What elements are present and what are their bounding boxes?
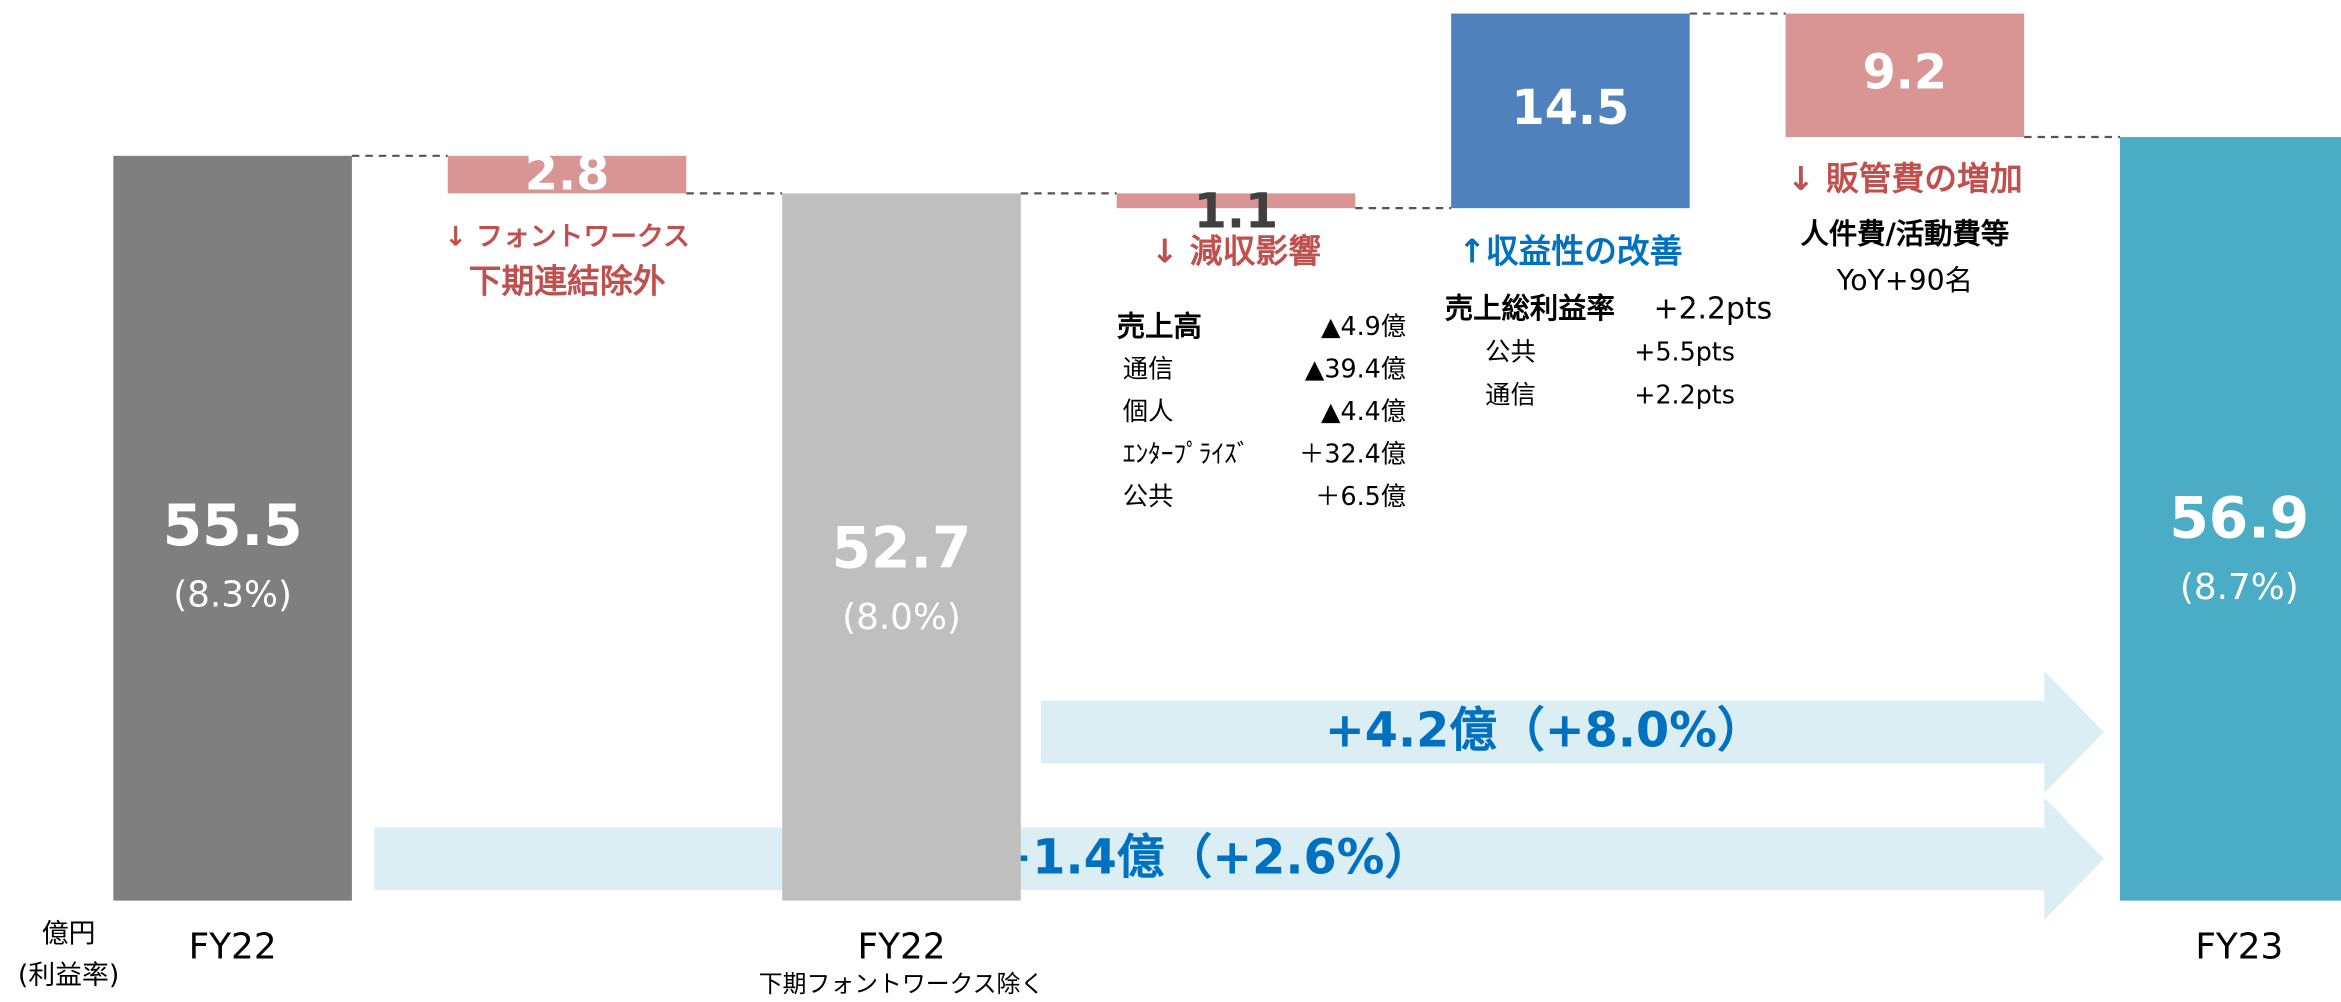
detail-label: 公共 <box>1485 336 1536 366</box>
arrow-label: +1.4億（+2.6%） <box>992 830 1432 885</box>
x-sublabel: 下期フォントワークス除く <box>759 970 1044 998</box>
value-label: 52.7 <box>832 515 972 581</box>
value-label: 2.8 <box>525 147 610 202</box>
margin-label: (8.3%) <box>173 574 292 615</box>
arrow <box>1040 670 2104 794</box>
unit-label: 億円 <box>42 918 96 949</box>
bar <box>782 193 1021 901</box>
detail-value: +5.5pts <box>1634 336 1735 366</box>
bar <box>113 155 352 901</box>
bar <box>2120 137 2341 901</box>
bar <box>1785 13 2025 138</box>
detail-value: ▲4.9億 <box>1321 311 1406 341</box>
annotation: ↓ フォントワークス <box>444 222 690 253</box>
x-label: FY22 <box>189 926 277 967</box>
bar <box>1116 193 1356 209</box>
value-label: 1.1 <box>1194 184 1279 239</box>
value-label: 55.5 <box>163 493 303 559</box>
detail-label: 個人 <box>1123 396 1174 426</box>
x-label: FY23 <box>2195 926 2283 967</box>
bar <box>1451 13 1690 209</box>
detail-value: ＋6.5億 <box>1315 481 1406 511</box>
value-label: 14.5 <box>1512 81 1630 136</box>
detail-label: 売上総利益率 <box>1445 292 1615 325</box>
detail-label: ｴﾝﾀｰﾌﾟﾗｲｽﾞ <box>1123 439 1250 469</box>
detail-value: ＋32.4億 <box>1299 439 1406 469</box>
detail-value: ▲4.4億 <box>1321 396 1406 426</box>
detail-value: ▲39.4億 <box>1305 354 1406 384</box>
bar <box>447 155 687 194</box>
detail-value: +2.2pts <box>1634 380 1735 410</box>
annotation: ↓ 減収影響 <box>1151 232 1321 270</box>
detail-label: 通信 <box>1485 380 1536 410</box>
detail-line: 人件費/活動費等 <box>1801 218 2010 251</box>
unit-label: (利益率) <box>18 960 119 991</box>
detail-line: YoY+90名 <box>1836 264 1973 297</box>
annotation: ↑収益性の改善 <box>1458 232 1682 270</box>
detail-label: 公共 <box>1123 481 1174 511</box>
x-label: FY22 <box>858 926 946 967</box>
arrow-label: +4.2億（+8.0%） <box>1325 704 1765 759</box>
value-label: 9.2 <box>1863 45 1948 100</box>
annotation: ↓ 販管費の増加 <box>1787 160 2023 198</box>
margin-label: (8.7%) <box>2180 567 2299 608</box>
detail-value: +2.2pts <box>1654 292 1773 327</box>
detail-label: 売上高 <box>1117 310 1202 343</box>
margin-label: (8.0%) <box>842 597 961 638</box>
value-label: 56.9 <box>2169 485 2309 551</box>
annotation: 下期連結除外 <box>469 262 666 300</box>
detail-label: 通信 <box>1123 354 1174 384</box>
